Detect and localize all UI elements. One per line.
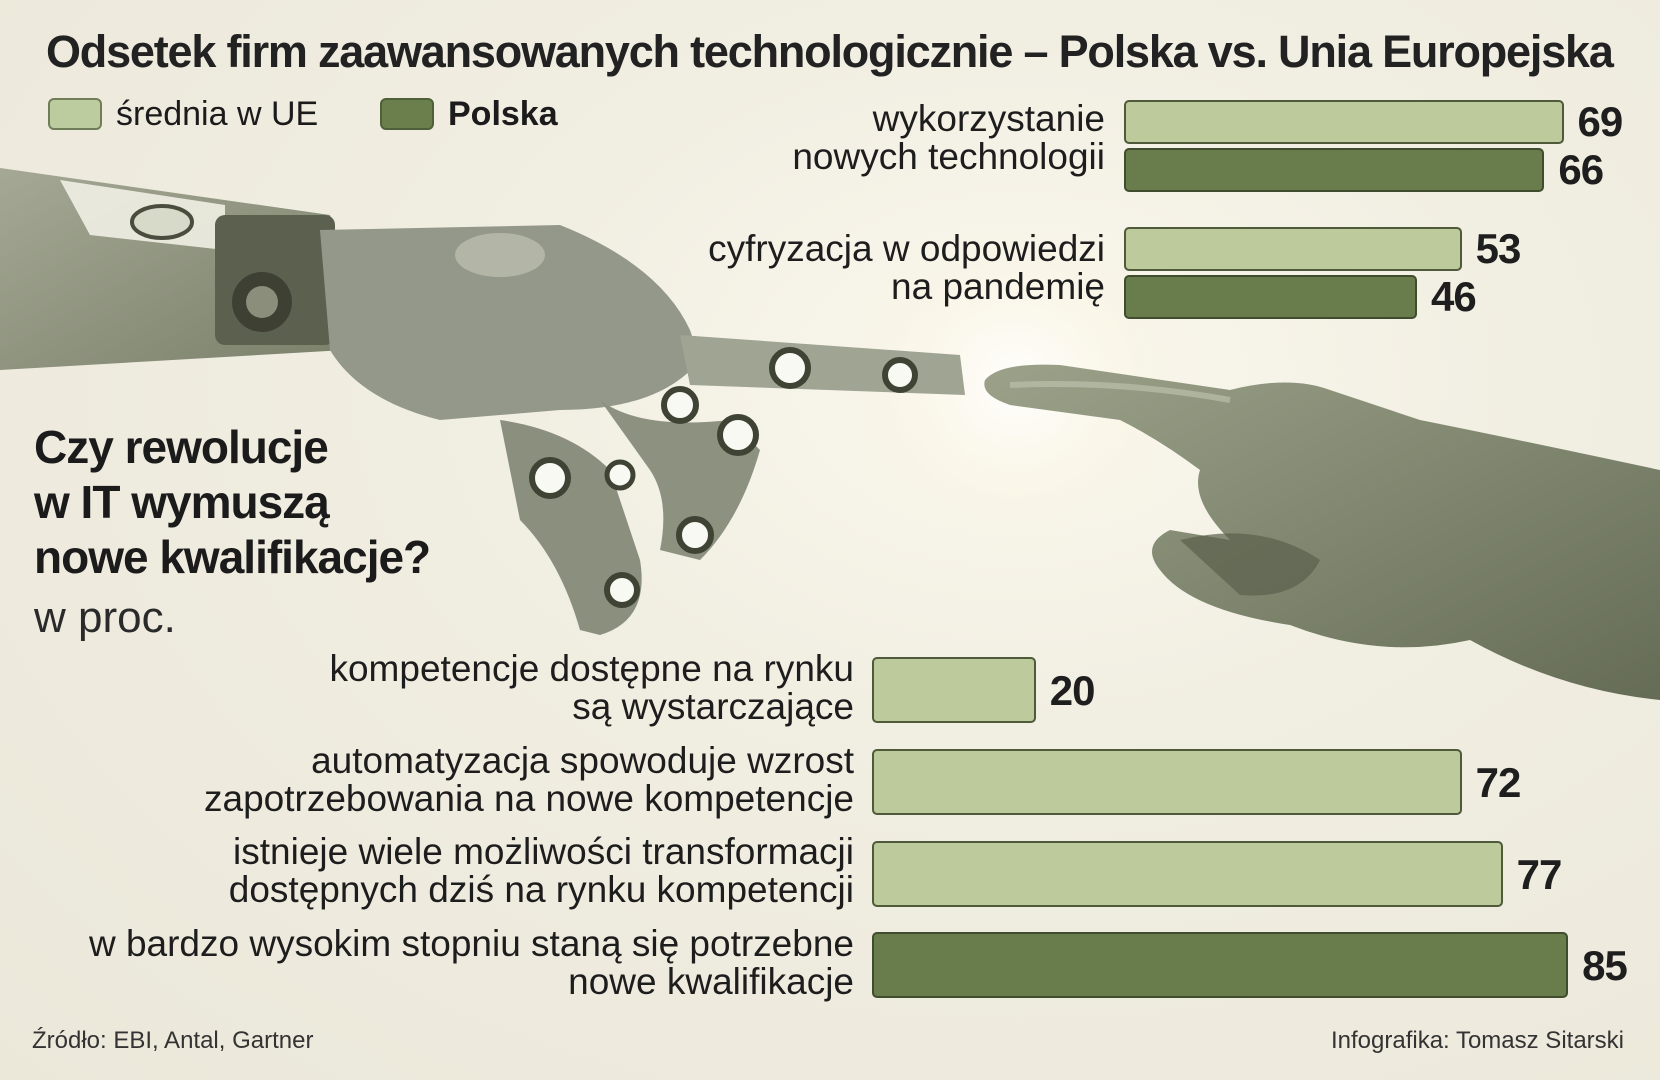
- legend-swatch-polska: [380, 98, 434, 130]
- category-label-line: wykorzystanie: [872, 98, 1105, 139]
- section-question: Czy rewolucje w IT wymuszą nowe kwalifik…: [34, 420, 431, 585]
- item-label-line: dostępnych dziś na rynku kompetencji: [228, 869, 854, 910]
- category-label-line: cyfryzacja w odpowiedzi: [708, 228, 1105, 269]
- legend-label-polska: Polska: [448, 94, 558, 133]
- value-label: 66: [1558, 146, 1604, 193]
- question-line: nowe kwalifikacje?: [34, 531, 431, 583]
- bar-eu-nowe-technologie: [1124, 100, 1564, 144]
- value-label: 72: [1475, 759, 1522, 806]
- item-label: automatyzacja spowoduje wzrost zapotrzeb…: [204, 742, 854, 818]
- bar-automatyzacja: [872, 749, 1462, 815]
- chart-title: Odsetek firm zaawansowanych technologicz…: [46, 26, 1614, 77]
- category-label-line: na pandemię: [891, 266, 1105, 307]
- bar-nowe-kwalifikacje: [872, 932, 1569, 998]
- legend-swatch-eu: [48, 98, 102, 130]
- legend-item-polska: Polska: [380, 94, 558, 134]
- item-label-line: istnieje wiele możliwości transformacji: [233, 831, 854, 872]
- question-line: Czy rewolucje: [34, 421, 329, 473]
- value-label: 53: [1475, 225, 1522, 272]
- bar-eu-cyfryzacja: [1124, 227, 1462, 271]
- item-label: istnieje wiele możliwości transformacji …: [229, 833, 854, 909]
- value-label: 46: [1431, 273, 1477, 320]
- value-label: 77: [1516, 851, 1563, 898]
- item-label-line: automatyzacja spowoduje wzrost: [311, 740, 854, 781]
- author-credit: Infografika: Tomasz Sitarski: [1330, 1027, 1624, 1054]
- source-note: Źródło: EBI, Antal, Gartner: [32, 1027, 314, 1054]
- value-label: 20: [1049, 667, 1096, 714]
- bar-polska-cyfryzacja: [1124, 275, 1418, 319]
- category-label: cyfryzacja w odpowiedzi na pandemię: [708, 230, 1105, 306]
- unit-label: w proc.: [34, 593, 176, 642]
- human-hand-illustration: [984, 364, 1660, 700]
- item-label-line: są wystarczające: [572, 686, 854, 727]
- legend-item-eu: średnia w UE: [48, 94, 318, 134]
- item-label-line: zapotrzebowania na nowe kompetencje: [204, 778, 854, 819]
- item-label-line: w bardzo wysokim stopniu staną się potrz…: [88, 923, 854, 964]
- bar-mozliwosci-transformacji: [872, 841, 1503, 907]
- item-label-line: kompetencje dostępne na rynku: [329, 648, 854, 689]
- bar-kompetencje-wystarczajace: [872, 657, 1036, 723]
- robot-hand-illustration: [0, 168, 965, 635]
- value-label: 85: [1582, 942, 1628, 989]
- category-label-line: nowych technologii: [792, 136, 1105, 177]
- bar-polska-nowe-technologie: [1124, 148, 1545, 192]
- legend-label-eu: średnia w UE: [116, 94, 319, 133]
- category-label: wykorzystanie nowych technologii: [792, 100, 1105, 176]
- item-label: w bardzo wysokim stopniu staną się potrz…: [89, 925, 854, 1001]
- value-label: 69: [1577, 98, 1624, 145]
- item-label: kompetencje dostępne na rynku są wystarc…: [329, 650, 854, 726]
- question-line: w IT wymuszą: [34, 476, 330, 528]
- item-label-line: nowe kwalifikacje: [568, 961, 854, 1002]
